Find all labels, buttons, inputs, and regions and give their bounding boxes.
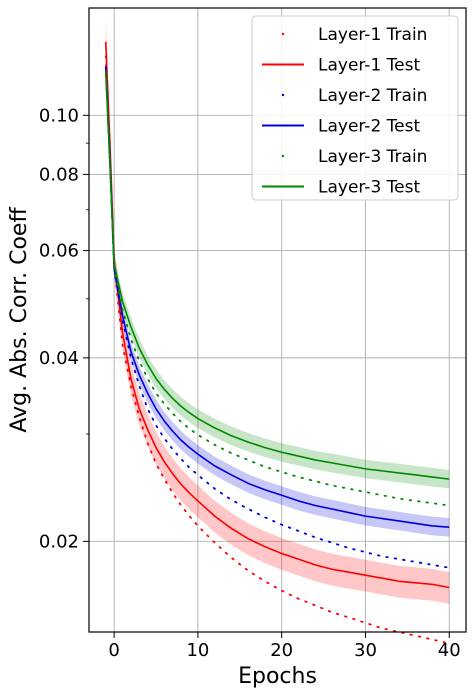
x-axis-label: Epochs	[238, 664, 317, 689]
legend-marker	[281, 32, 285, 36]
y-tick-label: 0.06	[39, 241, 79, 262]
legend-entry: Layer-2 Train	[318, 86, 427, 106]
series-line	[104, 41, 450, 589]
legend-entry: Layer-3 Train	[318, 147, 427, 167]
y-tick-label: 0.08	[39, 164, 79, 185]
legend-marker	[281, 154, 285, 158]
legend: Layer-1 Train Layer-1 Test Layer-2 Train La…	[251, 15, 459, 201]
series-line	[104, 67, 450, 528]
series-line	[104, 66, 451, 569]
x-tick-label: 30	[354, 640, 377, 661]
x-tick-label: 0	[108, 640, 119, 661]
y-tick-label: 0.04	[39, 348, 79, 369]
series-lines	[104, 41, 451, 645]
y-tick-label: 0.02	[39, 531, 79, 552]
y-tick-label: 0.10	[39, 105, 79, 126]
legend-marker	[281, 93, 285, 97]
axis-ticks: 0 10 20 30 40 0.02 0.04 0.06 0.08 0.10	[39, 105, 461, 661]
legend-box	[251, 15, 459, 201]
series-line	[104, 70, 451, 507]
x-tick-label: 20	[270, 640, 293, 661]
plot-frame	[88, 7, 467, 633]
y-axis-label: Avg. Abs. Corr. Coeff	[7, 207, 32, 433]
x-tick-label: 10	[186, 640, 209, 661]
legend-entry: Layer-1 Test	[318, 56, 420, 76]
series-line	[104, 71, 450, 480]
legend-entry: Layer-3 Test	[318, 178, 420, 198]
x-tick-label: 40	[438, 640, 461, 661]
legend-entry: Layer-1 Train	[318, 25, 427, 45]
legend-entry: Layer-2 Test	[318, 117, 420, 137]
